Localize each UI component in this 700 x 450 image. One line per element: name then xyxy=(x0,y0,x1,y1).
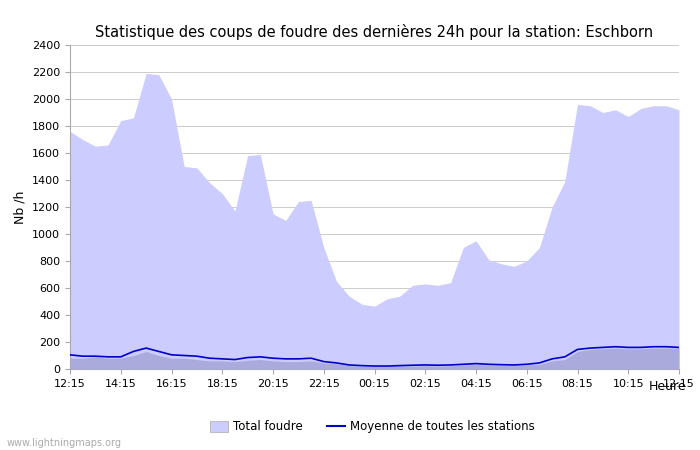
Title: Statistique des coups de foudre des dernières 24h pour la station: Eschborn: Statistique des coups de foudre des dern… xyxy=(95,24,654,40)
Text: www.lightningmaps.org: www.lightningmaps.org xyxy=(7,438,122,448)
Y-axis label: Nb /h: Nb /h xyxy=(13,190,27,224)
Text: Heure: Heure xyxy=(648,380,686,393)
